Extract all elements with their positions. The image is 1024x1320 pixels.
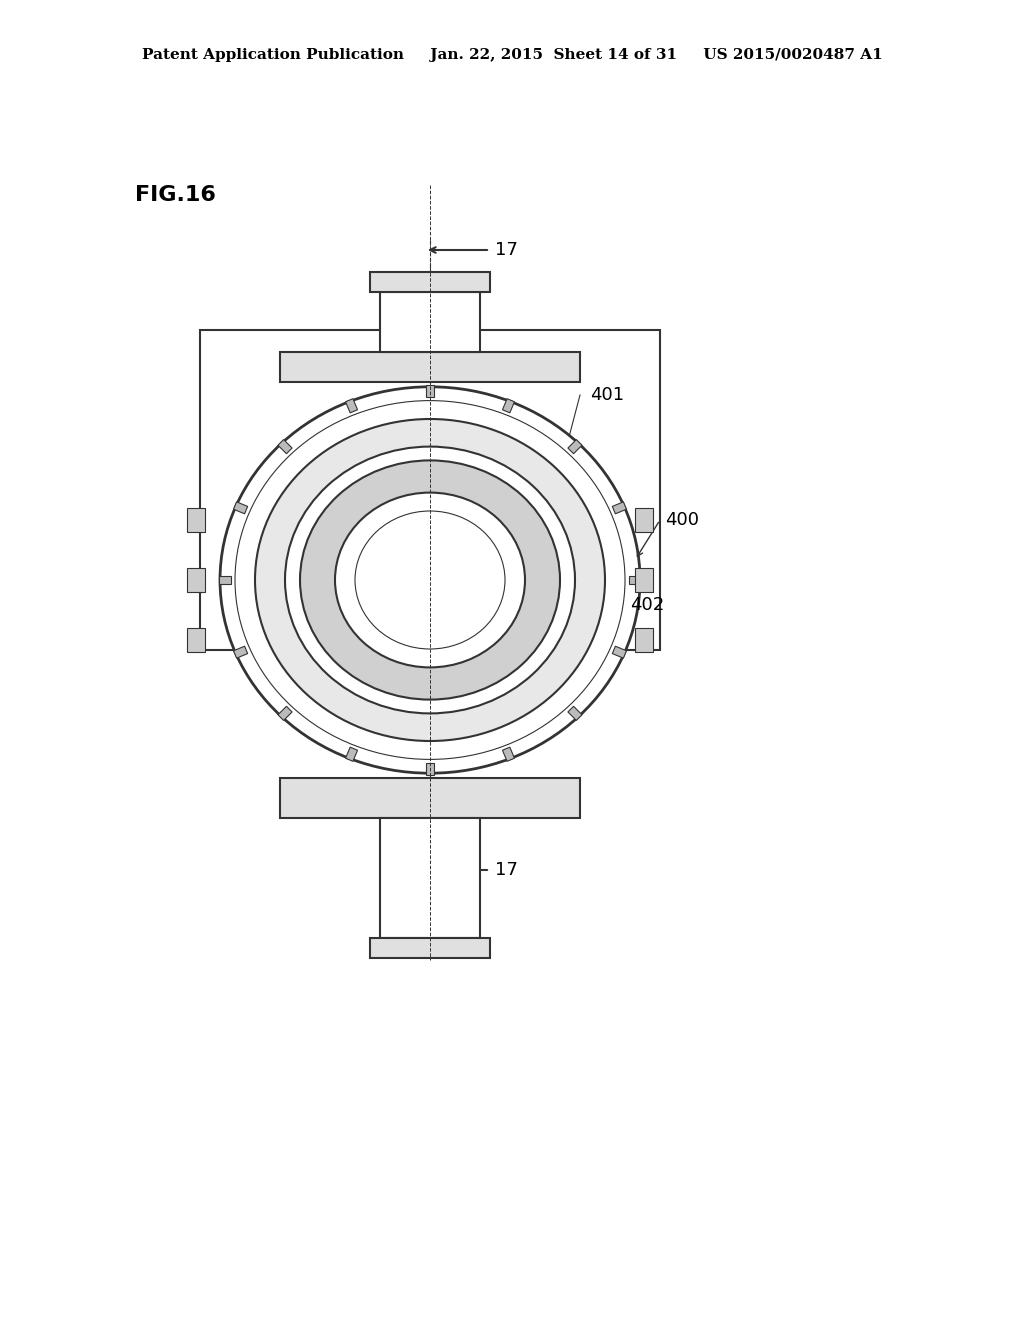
Text: FIG.16: FIG.16: [135, 185, 216, 205]
Bar: [380, 292, 480, 352]
Bar: [426, 385, 434, 397]
Text: 17: 17: [495, 861, 518, 879]
Ellipse shape: [285, 446, 575, 713]
Bar: [503, 747, 514, 762]
Bar: [568, 440, 582, 454]
Bar: [187, 568, 205, 591]
Text: 402: 402: [630, 597, 665, 614]
Ellipse shape: [300, 461, 560, 700]
Bar: [278, 440, 292, 454]
Bar: [345, 747, 357, 762]
Ellipse shape: [335, 492, 525, 668]
Text: Patent Application Publication     Jan. 22, 2015  Sheet 14 of 31     US 2015/002: Patent Application Publication Jan. 22, …: [141, 48, 883, 62]
Bar: [187, 628, 205, 652]
Bar: [280, 779, 580, 818]
Bar: [233, 647, 248, 659]
Bar: [635, 508, 653, 532]
Bar: [187, 508, 205, 532]
Ellipse shape: [220, 387, 640, 774]
Ellipse shape: [355, 511, 505, 649]
Bar: [568, 706, 582, 721]
Text: 17: 17: [495, 242, 518, 259]
Bar: [612, 647, 627, 659]
Bar: [200, 330, 660, 649]
Bar: [629, 576, 641, 583]
Ellipse shape: [234, 400, 625, 759]
Bar: [612, 502, 627, 513]
Text: 400: 400: [665, 511, 699, 529]
Bar: [380, 818, 480, 939]
Bar: [503, 399, 514, 413]
Bar: [219, 576, 231, 583]
Bar: [426, 763, 434, 775]
Bar: [370, 939, 490, 958]
Bar: [233, 502, 248, 513]
Bar: [635, 628, 653, 652]
Bar: [280, 352, 580, 381]
Text: 401: 401: [590, 385, 624, 404]
Bar: [278, 706, 292, 721]
Bar: [345, 399, 357, 413]
Ellipse shape: [255, 418, 605, 741]
Bar: [635, 568, 653, 591]
Bar: [370, 272, 490, 292]
